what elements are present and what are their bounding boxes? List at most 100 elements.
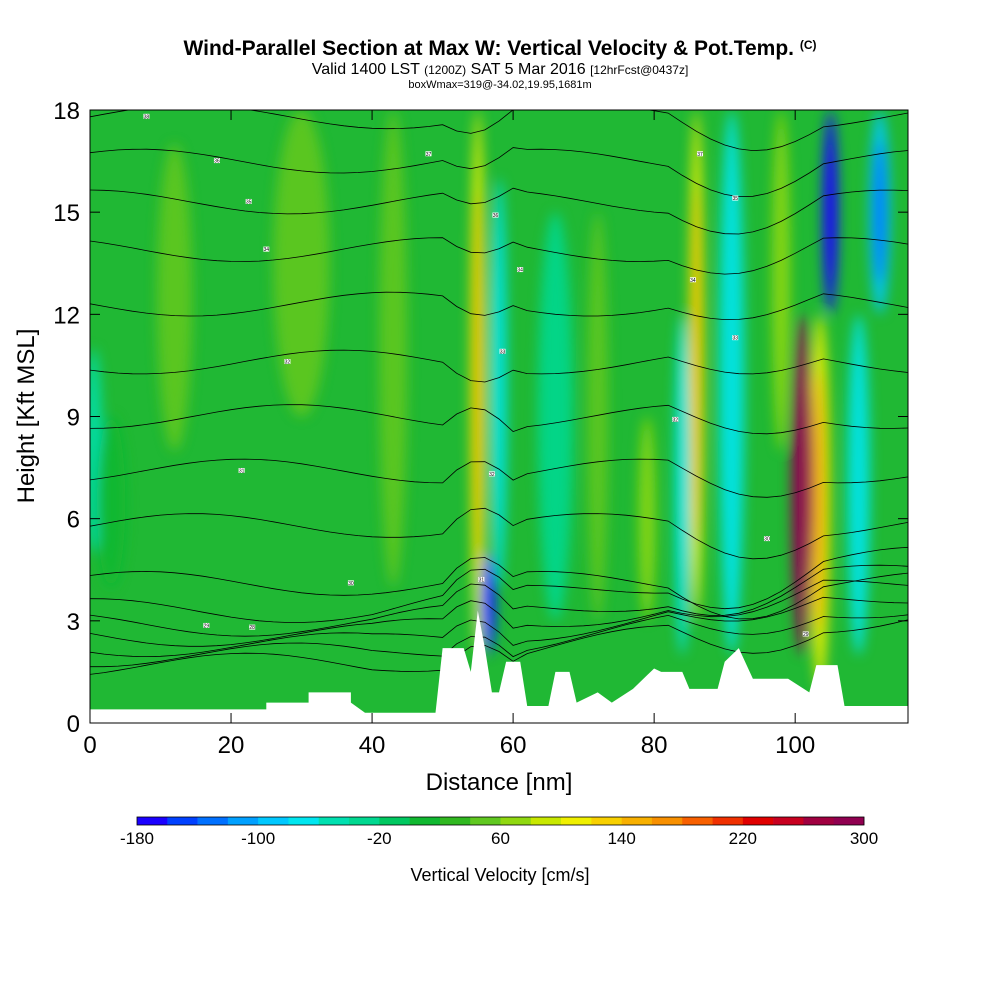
y-tick-label: 0 <box>67 711 80 738</box>
colorbar-swatch <box>591 817 622 825</box>
isentrope-label: 35 <box>732 195 739 202</box>
x-tick-label: 80 <box>641 732 668 759</box>
isentrope-line <box>90 507 908 560</box>
colorbar-tick-label: 60 <box>491 829 510 848</box>
isentrope-label: 32 <box>672 416 679 423</box>
colorbar-swatch <box>833 817 865 825</box>
velocity-blob <box>491 178 507 587</box>
colorbar-swatch <box>773 817 804 825</box>
colorbar-tick-label: 140 <box>607 829 635 848</box>
colorbar-swatch <box>470 817 501 825</box>
velocity-core <box>873 140 886 284</box>
isentrope-line <box>90 187 908 235</box>
colorbar-swatch <box>803 817 835 825</box>
svg-text:32: 32 <box>673 417 679 423</box>
terrain <box>90 610 908 723</box>
chart-title: Wind-Parallel Section at Max W: Vertical… <box>183 37 817 60</box>
x-tick-label: 60 <box>500 732 527 759</box>
x-tick-label: 40 <box>359 732 386 759</box>
velocity-core <box>473 191 483 574</box>
colorbar-tick-label: 220 <box>729 829 757 848</box>
svg-text:34: 34 <box>264 247 270 253</box>
svg-text:31: 31 <box>479 577 485 583</box>
isentrope-line <box>90 110 908 152</box>
velocity-blob <box>156 144 193 451</box>
isentrope-label: 34 <box>517 267 524 274</box>
velocity-core <box>796 365 809 604</box>
isentrope-label: 34 <box>689 277 696 284</box>
x-tick-label: 20 <box>218 732 245 759</box>
isentrope-label: 31 <box>238 467 245 474</box>
velocity-blob <box>97 416 126 587</box>
colorbar-swatch <box>258 817 289 825</box>
colorbar-swatch <box>409 817 441 825</box>
velocity-blob <box>273 110 330 417</box>
isentrope-line <box>90 564 908 637</box>
isentropes <box>90 110 908 675</box>
colorbar-swatch <box>530 817 562 825</box>
colorbar-tick-label: 300 <box>850 829 878 848</box>
plot-area: 38 36 35 34 32 31 30 29 28 37 36 34 33 32 31 37 35 34 33 32… <box>90 110 908 723</box>
colorbar-swatch <box>651 817 683 825</box>
box-wmax-line: boxWmax=319@-34.02,19.95,1681m <box>408 79 592 91</box>
isentrope-label: 35 <box>245 198 252 205</box>
colorbar-swatch <box>197 817 229 825</box>
velocity-core <box>826 140 835 284</box>
velocity-blob <box>674 314 691 655</box>
isentrope-line <box>90 546 908 623</box>
isentrope-line <box>90 458 908 498</box>
isentrope-label: 30 <box>347 580 354 587</box>
colorbar: -180 -100 -20 60 140 220 300 <box>120 816 878 848</box>
colorbar-swatch <box>137 817 168 825</box>
colorbar-tick-label: -100 <box>241 829 275 848</box>
svg-text:35: 35 <box>732 196 738 202</box>
svg-text:29: 29 <box>204 623 210 629</box>
isentrope-label: 29 <box>203 622 210 629</box>
colorbar-swatch <box>439 817 471 825</box>
isentrope-label: 32 <box>284 359 291 366</box>
isentrope-label: 32 <box>488 471 495 478</box>
y-tick-label: 15 <box>53 200 80 227</box>
svg-text:32: 32 <box>285 360 291 366</box>
svg-text:31: 31 <box>239 468 245 474</box>
isentrope-label: 37 <box>696 151 703 158</box>
velocity-blob <box>587 212 609 621</box>
isentrope-labels: 38 36 35 34 32 31 30 29 28 37 36 34 33 32 31 37 35 34 33 32… <box>143 113 809 638</box>
y-tick-label: 18 <box>53 98 80 125</box>
colorbar-tick-label: -20 <box>367 829 392 848</box>
isentrope-label: 38 <box>143 113 150 120</box>
valid-time-line: Valid 1400 LST (1200Z) SAT 5 Mar 2016 [1… <box>311 61 689 78</box>
colorbar-swatch <box>742 817 774 825</box>
svg-text:30: 30 <box>348 581 354 587</box>
isentrope-line <box>90 237 908 275</box>
colorbar-swatch <box>621 817 653 825</box>
colorbar-tick-label: -180 <box>120 829 154 848</box>
x-axis: 0 20 40 60 80 100 <box>83 110 815 759</box>
svg-text:36: 36 <box>214 159 220 165</box>
velocity-blob <box>847 314 870 655</box>
isentrope-line <box>90 614 908 668</box>
colorbar-swatch <box>561 817 592 825</box>
y-tick-label: 3 <box>67 609 80 636</box>
svg-text:33: 33 <box>500 349 506 355</box>
colorbar-frame <box>136 816 865 826</box>
isentrope-label: 33 <box>499 348 506 355</box>
isentrope-label: 30 <box>763 536 770 543</box>
velocity-core <box>814 370 826 633</box>
svg-text:36: 36 <box>493 213 499 219</box>
isentrope-label: 34 <box>263 246 270 253</box>
velocity-field <box>90 110 891 689</box>
svg-text:37: 37 <box>697 152 703 158</box>
isentrope-label: 28 <box>249 624 256 631</box>
isentrope-line <box>90 349 908 383</box>
svg-text:38: 38 <box>144 114 150 120</box>
colorbar-swatch <box>288 817 320 825</box>
isentrope-label: 33 <box>732 335 739 342</box>
colorbar-swatch <box>167 817 198 825</box>
svg-text:33: 33 <box>732 336 738 342</box>
velocity-blob <box>771 110 791 451</box>
colorbar-swatch <box>500 817 532 825</box>
isentrope-line <box>90 579 908 647</box>
isentrope-line <box>90 291 908 321</box>
